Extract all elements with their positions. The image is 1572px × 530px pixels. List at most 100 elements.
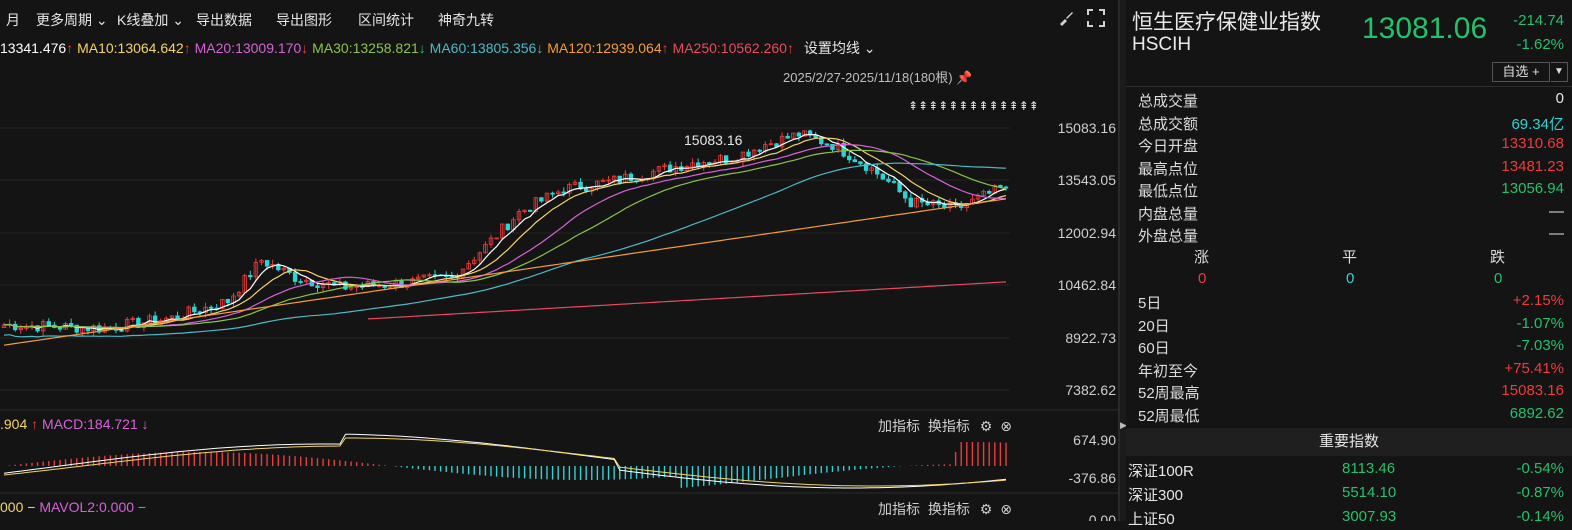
quote-panel: 恒生医疗保健业指数 HSCIH 13081.06 -214.74 -1.62% … bbox=[1126, 0, 1572, 528]
add-to-watchlist-button[interactable]: 自选 + bbox=[1492, 62, 1550, 82]
macd-value: MACD:184.721 bbox=[42, 416, 138, 432]
stat-label: 最高点位 bbox=[1138, 160, 1199, 178]
candle-body bbox=[68, 323, 74, 326]
arrow-up-icon: ↑ bbox=[31, 416, 39, 432]
more-periods-dropdown[interactable]: 更多周期 ⌄ bbox=[36, 10, 108, 30]
candle-body bbox=[74, 324, 79, 333]
flat-label: 平 bbox=[1342, 249, 1358, 266]
candle-body bbox=[785, 135, 790, 139]
close-icon[interactable]: ⊗ bbox=[1000, 418, 1012, 434]
chart-toolbar: 月 更多周期 ⌄ K线叠加 ⌄ 导出数据 导出图形 区间统计 神奇九转 bbox=[0, 0, 1118, 36]
period-label: 60日 bbox=[1138, 340, 1170, 357]
candle-body bbox=[847, 155, 852, 161]
y-tick: 13543.05 bbox=[1057, 172, 1116, 188]
kline-overlay-label: K线叠加 bbox=[117, 12, 169, 28]
gear-icon[interactable]: ⚙ bbox=[979, 501, 993, 517]
add-indicator-button[interactable]: 加指标 bbox=[878, 418, 920, 434]
candle-body bbox=[600, 179, 606, 182]
period-label: 年初至今 bbox=[1138, 362, 1199, 380]
ma120-value: MA120:12939.064 bbox=[547, 40, 662, 56]
ma60-line bbox=[3, 162, 1007, 338]
stat-label: 内盘总量 bbox=[1138, 205, 1199, 223]
candle-body bbox=[903, 191, 908, 199]
period-value: -7.03% bbox=[1516, 337, 1564, 354]
watchlist-dropdown-icon[interactable]: ▼ bbox=[1551, 62, 1568, 82]
current-price: 13081.06 bbox=[1362, 12, 1488, 45]
candle-body bbox=[987, 190, 992, 194]
gear-icon[interactable]: ⚙ bbox=[979, 418, 993, 434]
important-index-row[interactable]: 深证100R 8113.46 -0.54% bbox=[1128, 460, 1564, 482]
important-index-row[interactable]: 深证300 5514.10 -0.87% bbox=[1128, 484, 1564, 506]
stat-value: 13481.23 bbox=[1501, 157, 1564, 175]
candle-body bbox=[242, 275, 247, 293]
range-stats-button[interactable]: 区间统计 bbox=[358, 12, 414, 28]
candle-body bbox=[707, 162, 712, 165]
candle-body bbox=[802, 130, 807, 137]
candle-body bbox=[550, 192, 555, 195]
period-value: 6892.62 bbox=[1509, 404, 1564, 422]
candle-body bbox=[169, 315, 175, 319]
candle-body bbox=[483, 243, 488, 254]
candle-body bbox=[757, 149, 762, 152]
candle-body bbox=[830, 144, 835, 150]
kline-chart[interactable]: ⇞⇞⇞⇞⇞⇞⇞⇞⇞⇞⇞⇞⇞ bbox=[0, 60, 1118, 522]
ma5-value: 13341.476 bbox=[0, 40, 67, 56]
arrow-down-icon: ↓ bbox=[301, 40, 309, 56]
fullscreen-icon[interactable] bbox=[1086, 8, 1106, 28]
y-tick: 10462.84 bbox=[1057, 277, 1116, 293]
candle-body bbox=[1003, 186, 1009, 189]
kline-overlay-dropdown[interactable]: K线叠加 ⌄ bbox=[117, 10, 184, 30]
brush-icon[interactable] bbox=[1056, 8, 1076, 28]
period-month-button[interactable]: 月 bbox=[6, 12, 20, 28]
export-data-button[interactable]: 导出数据 bbox=[196, 12, 252, 28]
candle-body bbox=[824, 143, 830, 146]
index-row-pct: -0.54% bbox=[1516, 460, 1564, 477]
ma60-value: MA60:13805.356 bbox=[429, 40, 537, 56]
stat-label: 最低点位 bbox=[1138, 183, 1199, 200]
candle-body bbox=[527, 209, 533, 212]
index-code: HSCIH bbox=[1132, 34, 1192, 55]
macd-panel bbox=[3, 433, 1007, 489]
switch-indicator-button[interactable]: 换指标 bbox=[927, 501, 970, 517]
up-label: 涨 bbox=[1194, 249, 1210, 266]
flat-count: 0 bbox=[1346, 270, 1355, 287]
candle-body bbox=[477, 252, 483, 261]
stat-row: 今日开盘 13310.68 bbox=[1138, 135, 1564, 157]
add-indicator-button[interactable]: 加指标 bbox=[878, 501, 920, 517]
stat-label: 总成交量 bbox=[1138, 93, 1199, 110]
candle-body bbox=[46, 321, 51, 326]
ma20-line bbox=[3, 143, 1007, 329]
divider bbox=[1126, 86, 1572, 87]
candle-body bbox=[533, 197, 538, 212]
volume-tools: 加指标 换指标 ⚙ ⊗ bbox=[878, 499, 1476, 519]
macd-tools: 加指标 换指标 ⚙ ⊗ bbox=[878, 416, 1476, 436]
important-index-row[interactable]: 上证50 3007.93 -0.14% bbox=[1128, 508, 1564, 530]
arrow-up-icon: ↑ bbox=[661, 40, 669, 56]
moving-average-legend: 13341.476↑ MA10:13064.642↑ MA20:13009.17… bbox=[0, 38, 1118, 60]
switch-indicator-button[interactable]: 换指标 bbox=[927, 418, 970, 434]
candle-body bbox=[544, 192, 550, 202]
index-row-name: 深证300 bbox=[1128, 487, 1184, 504]
collapse-arrow-icon[interactable]: ▶ bbox=[1120, 420, 1127, 430]
close-icon[interactable]: ⊗ bbox=[1000, 501, 1012, 517]
collapse-strip[interactable]: ▶ bbox=[1120, 0, 1127, 521]
period-value: 15083.16 bbox=[1501, 382, 1564, 399]
candle-body bbox=[348, 286, 354, 290]
candle-body bbox=[259, 260, 264, 263]
candle-body bbox=[583, 188, 589, 192]
export-graph-button[interactable]: 导出图形 bbox=[276, 12, 332, 28]
candle-body bbox=[947, 202, 953, 209]
candle-body bbox=[539, 197, 544, 202]
candle-body bbox=[175, 315, 180, 320]
ma-settings-dropdown[interactable]: 设置均线 ⌄ bbox=[804, 40, 876, 56]
magic-nine-button[interactable]: 神奇九转 bbox=[438, 12, 494, 28]
period-row: 20日 -1.07% bbox=[1138, 315, 1564, 337]
pin-icon[interactable]: 📌 bbox=[956, 70, 973, 85]
period-label: 20日 bbox=[1138, 317, 1170, 335]
candle-body bbox=[852, 159, 858, 163]
macd-y-top: 674.90 bbox=[1073, 432, 1116, 448]
arrow-down-icon: ↓ bbox=[141, 416, 149, 432]
ma5-line bbox=[3, 133, 1007, 331]
candle-body bbox=[841, 142, 846, 157]
candle-body bbox=[567, 183, 572, 194]
